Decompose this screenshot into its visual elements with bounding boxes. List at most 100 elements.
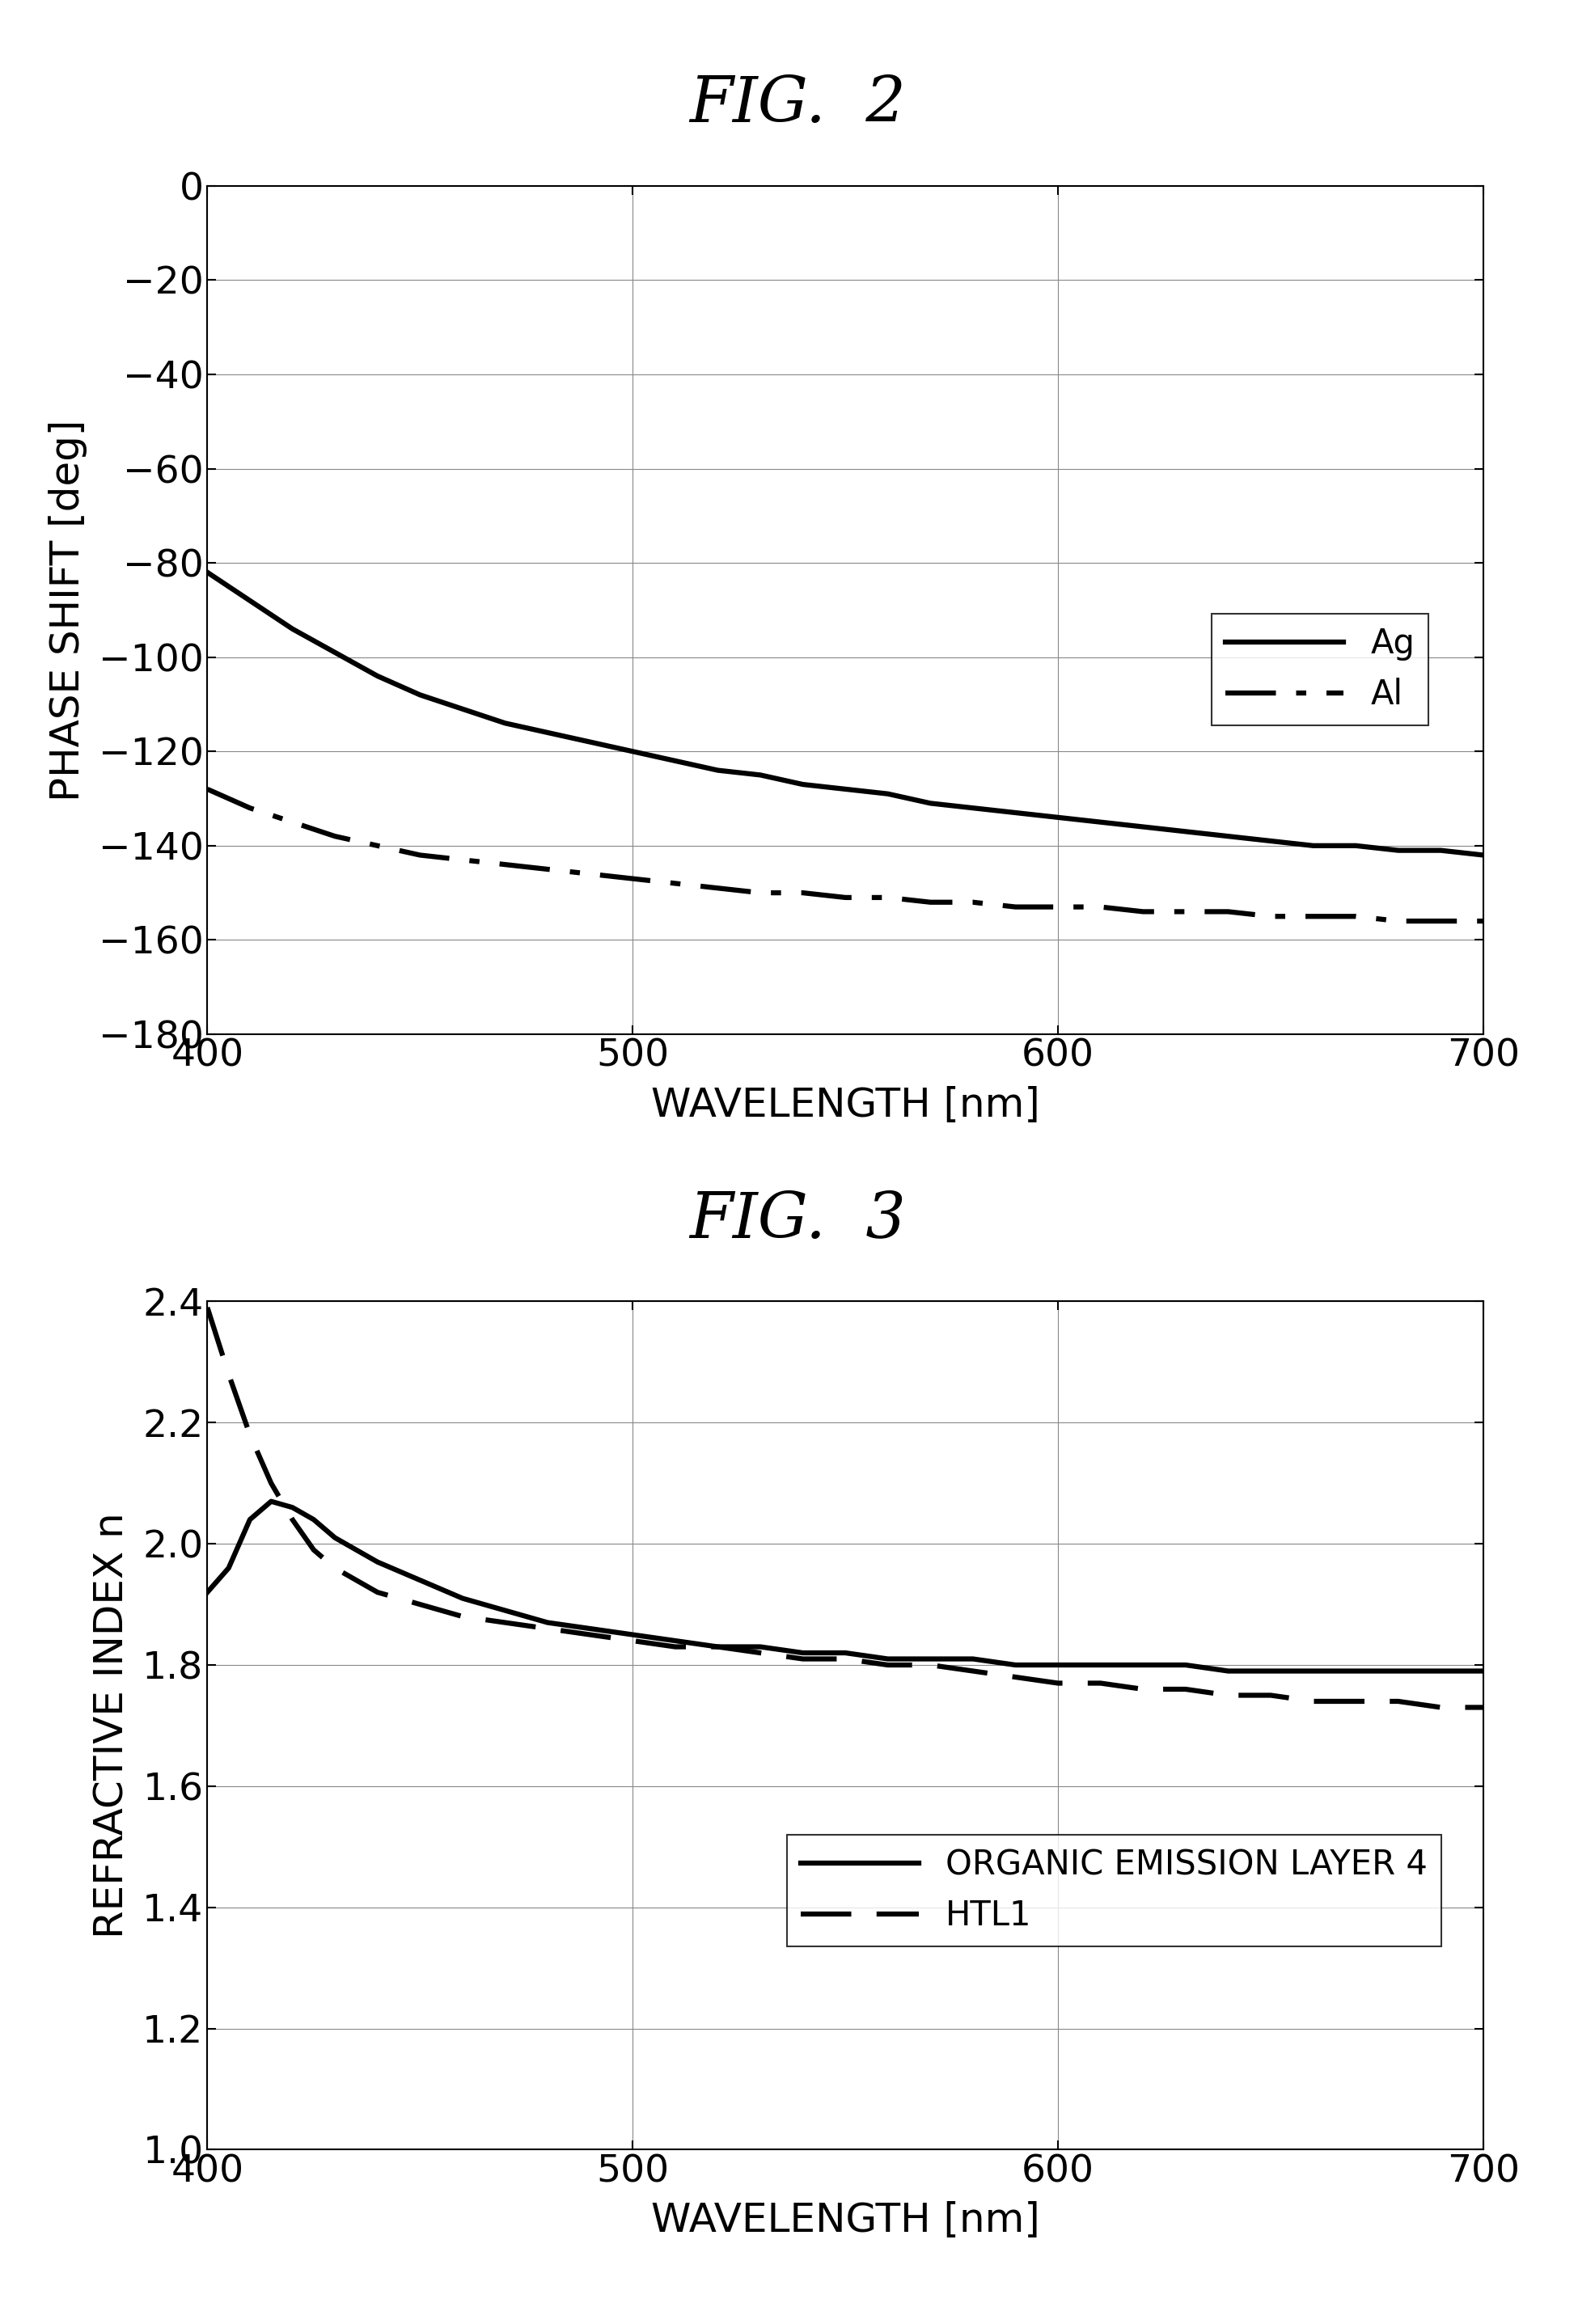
ORGANIC EMISSION LAYER 4: [751, 1634, 770, 1662]
Al: [793, 878, 812, 906]
ORGANIC EMISSION LAYER 4: [1048, 1650, 1067, 1678]
HTL1: [963, 1657, 983, 1685]
Ag: [665, 746, 684, 774]
Ag: [1303, 832, 1322, 860]
Line: HTL1: HTL1: [207, 1308, 1483, 1708]
Ag: [1048, 804, 1067, 832]
Al: [836, 883, 855, 911]
Ag: [1431, 837, 1450, 865]
HTL1: [262, 1469, 281, 1497]
Ag: [1006, 799, 1026, 827]
Ag: [325, 639, 345, 667]
ORGANIC EMISSION LAYER 4: [1006, 1650, 1026, 1678]
HTL1: [219, 1360, 238, 1387]
Ag: [1134, 813, 1153, 841]
Al: [410, 841, 429, 869]
Ag: [1346, 832, 1365, 860]
Al: [1134, 897, 1153, 925]
Al: [1176, 897, 1195, 925]
ORGANIC EMISSION LAYER 4: [198, 1578, 217, 1606]
ORGANIC EMISSION LAYER 4: [1262, 1657, 1281, 1685]
Text: FIG.  3: FIG. 3: [689, 1190, 906, 1250]
ORGANIC EMISSION LAYER 4: [1431, 1657, 1450, 1685]
ORGANIC EMISSION LAYER 4: [368, 1548, 388, 1576]
Al: [920, 888, 939, 916]
HTL1: [1048, 1669, 1067, 1697]
HTL1: [1346, 1687, 1365, 1715]
ORGANIC EMISSION LAYER 4: [410, 1566, 429, 1594]
HTL1: [879, 1650, 898, 1678]
HTL1: [1006, 1664, 1026, 1692]
Al: [963, 888, 983, 916]
HTL1: [241, 1420, 260, 1448]
Al: [1048, 892, 1067, 920]
Ag: [879, 781, 898, 809]
Y-axis label: REFRACTIVE INDEX n: REFRACTIVE INDEX n: [93, 1513, 131, 1938]
Ag: [1262, 827, 1281, 855]
HTL1: [793, 1645, 812, 1673]
Ag: [198, 558, 217, 586]
HTL1: [305, 1536, 324, 1564]
HTL1: [1474, 1694, 1493, 1722]
Ag: [1091, 809, 1110, 837]
ORGANIC EMISSION LAYER 4: [793, 1638, 812, 1666]
Ag: [963, 795, 983, 823]
Ag: [496, 709, 515, 737]
Al: [581, 860, 600, 888]
HTL1: [538, 1615, 557, 1643]
HTL1: [198, 1294, 217, 1322]
Al: [1006, 892, 1026, 920]
Text: FIG.  2: FIG. 2: [689, 74, 906, 135]
ORGANIC EMISSION LAYER 4: [305, 1506, 324, 1534]
ORGANIC EMISSION LAYER 4: [325, 1525, 345, 1552]
ORGANIC EMISSION LAYER 4: [538, 1608, 557, 1636]
Al: [368, 832, 388, 860]
Ag: [453, 695, 472, 723]
HTL1: [453, 1604, 472, 1631]
Al: [1262, 902, 1281, 930]
ORGANIC EMISSION LAYER 4: [879, 1645, 898, 1673]
Al: [453, 846, 472, 874]
ORGANIC EMISSION LAYER 4: [219, 1555, 238, 1583]
ORGANIC EMISSION LAYER 4: [920, 1645, 939, 1673]
HTL1: [1091, 1669, 1110, 1697]
ORGANIC EMISSION LAYER 4: [624, 1620, 643, 1648]
ORGANIC EMISSION LAYER 4: [1303, 1657, 1322, 1685]
Al: [708, 874, 727, 902]
Line: ORGANIC EMISSION LAYER 4: ORGANIC EMISSION LAYER 4: [207, 1501, 1483, 1671]
Ag: [836, 776, 855, 804]
X-axis label: WAVELENGTH [nm]: WAVELENGTH [nm]: [651, 1085, 1040, 1125]
HTL1: [1134, 1676, 1153, 1703]
Al: [198, 776, 217, 804]
Al: [1091, 892, 1110, 920]
Al: [325, 823, 345, 851]
HTL1: [1389, 1687, 1408, 1715]
HTL1: [1431, 1694, 1450, 1722]
HTL1: [665, 1634, 684, 1662]
HTL1: [1219, 1680, 1238, 1708]
ORGANIC EMISSION LAYER 4: [1474, 1657, 1493, 1685]
Al: [665, 869, 684, 897]
Ag: [708, 755, 727, 783]
ORGANIC EMISSION LAYER 4: [836, 1638, 855, 1666]
Ag: [1176, 818, 1195, 846]
HTL1: [1176, 1676, 1195, 1703]
Al: [1219, 897, 1238, 925]
Al: [624, 865, 643, 892]
Al: [1303, 902, 1322, 930]
ORGANIC EMISSION LAYER 4: [1091, 1650, 1110, 1678]
Ag: [624, 737, 643, 765]
Ag: [1474, 841, 1493, 869]
HTL1: [751, 1638, 770, 1666]
HTL1: [325, 1555, 345, 1583]
HTL1: [708, 1634, 727, 1662]
Al: [282, 809, 301, 837]
HTL1: [1262, 1680, 1281, 1708]
ORGANIC EMISSION LAYER 4: [708, 1634, 727, 1662]
ORGANIC EMISSION LAYER 4: [282, 1494, 301, 1522]
HTL1: [581, 1620, 600, 1648]
Legend: Ag, Al: Ag, Al: [1212, 614, 1428, 725]
ORGANIC EMISSION LAYER 4: [262, 1487, 281, 1515]
Ag: [751, 760, 770, 788]
Ag: [793, 772, 812, 799]
